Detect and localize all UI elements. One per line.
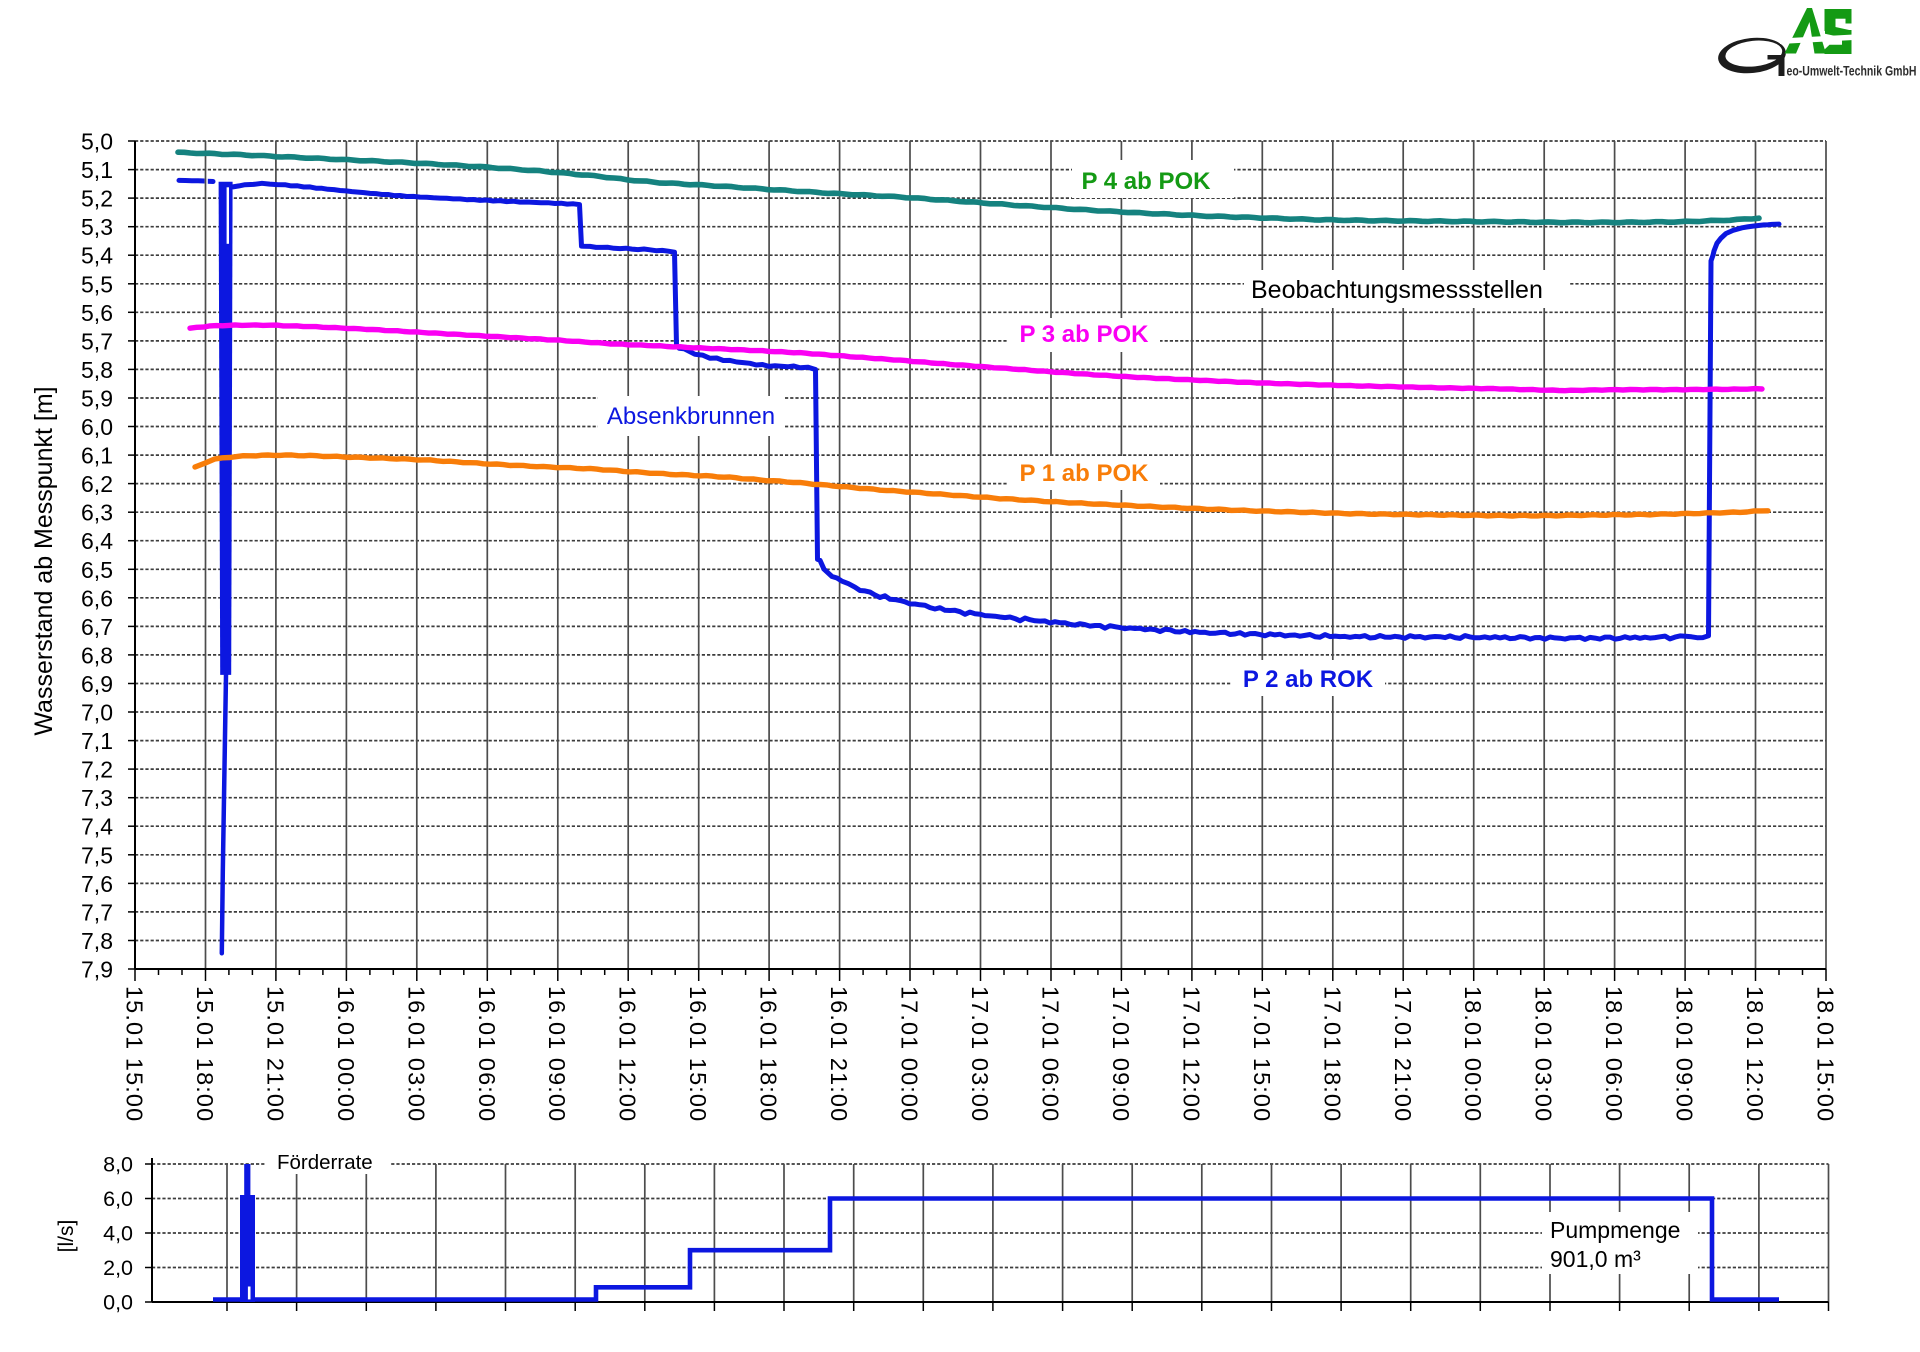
svg-text:17.01 06:00: 17.01 06:00 bbox=[1038, 986, 1064, 1122]
svg-text:15.01 18:00: 15.01 18:00 bbox=[192, 986, 218, 1122]
svg-text:18.01 00:00: 18.01 00:00 bbox=[1460, 986, 1486, 1122]
svg-text:18.01 03:00: 18.01 03:00 bbox=[1531, 986, 1557, 1122]
svg-text:6,3: 6,3 bbox=[81, 500, 113, 526]
svg-text:2,0: 2,0 bbox=[103, 1256, 133, 1280]
svg-text:P 1 ab POK: P 1 ab POK bbox=[1020, 460, 1150, 487]
svg-text:[l/s]: [l/s] bbox=[55, 1220, 78, 1253]
svg-text:17.01 18:00: 17.01 18:00 bbox=[1319, 986, 1345, 1122]
svg-text:7,8: 7,8 bbox=[81, 928, 113, 954]
svg-text:17.01 03:00: 17.01 03:00 bbox=[967, 986, 993, 1122]
svg-text:16.01 03:00: 16.01 03:00 bbox=[403, 986, 429, 1122]
svg-text:5,6: 5,6 bbox=[81, 300, 113, 326]
svg-text:16.01 21:00: 16.01 21:00 bbox=[826, 986, 852, 1122]
svg-text:7,7: 7,7 bbox=[81, 899, 113, 925]
svg-text:18.01 12:00: 18.01 12:00 bbox=[1742, 986, 1768, 1122]
svg-text:7,2: 7,2 bbox=[81, 757, 113, 783]
svg-text:15.01 21:00: 15.01 21:00 bbox=[262, 986, 288, 1122]
svg-text:7,1: 7,1 bbox=[81, 728, 113, 754]
svg-text:6,0: 6,0 bbox=[81, 414, 113, 440]
svg-text:6,5: 6,5 bbox=[81, 557, 113, 583]
svg-text:7,6: 7,6 bbox=[81, 871, 113, 897]
svg-text:5,9: 5,9 bbox=[81, 386, 113, 412]
svg-text:7,9: 7,9 bbox=[81, 957, 113, 983]
svg-text:901,0 m³: 901,0 m³ bbox=[1550, 1246, 1641, 1272]
svg-text:eo-Umwelt-Technik GmbH: eo-Umwelt-Technik GmbH bbox=[1787, 63, 1917, 79]
svg-text:6,7: 6,7 bbox=[81, 614, 113, 640]
svg-text:6,2: 6,2 bbox=[81, 471, 113, 497]
svg-text:16.01 18:00: 16.01 18:00 bbox=[756, 986, 782, 1122]
svg-text:5,3: 5,3 bbox=[81, 214, 113, 240]
svg-text:17.01 00:00: 17.01 00:00 bbox=[897, 986, 923, 1122]
svg-text:Absenkbrunnen: Absenkbrunnen bbox=[607, 403, 775, 430]
svg-text:7,5: 7,5 bbox=[81, 842, 113, 868]
svg-text:0,0: 0,0 bbox=[103, 1291, 133, 1315]
svg-text:17.01 15:00: 17.01 15:00 bbox=[1249, 986, 1275, 1122]
svg-text:P 3 ab POK: P 3 ab POK bbox=[1020, 321, 1150, 348]
svg-text:6,1: 6,1 bbox=[81, 443, 113, 469]
svg-text:5,7: 5,7 bbox=[81, 328, 113, 354]
svg-text:Pumpmenge: Pumpmenge bbox=[1550, 1217, 1680, 1243]
svg-text:5,5: 5,5 bbox=[81, 271, 113, 297]
svg-text:Wasserstand ab Messpunkt [m]: Wasserstand ab Messpunkt [m] bbox=[30, 386, 58, 735]
svg-text:6,4: 6,4 bbox=[81, 528, 113, 554]
svg-text:5,2: 5,2 bbox=[81, 186, 113, 212]
svg-text:16.01 12:00: 16.01 12:00 bbox=[615, 986, 641, 1122]
svg-text:16.01 09:00: 16.01 09:00 bbox=[544, 986, 570, 1122]
svg-text:Beobachtungsmessstellen: Beobachtungsmessstellen bbox=[1251, 276, 1543, 304]
svg-text:P 4 ab POK: P 4 ab POK bbox=[1082, 168, 1212, 195]
svg-text:8,0: 8,0 bbox=[103, 1153, 133, 1177]
svg-text:18.01 06:00: 18.01 06:00 bbox=[1601, 986, 1627, 1122]
svg-text:4,0: 4,0 bbox=[103, 1222, 133, 1246]
svg-text:6,8: 6,8 bbox=[81, 642, 113, 668]
svg-text:16.01 06:00: 16.01 06:00 bbox=[474, 986, 500, 1122]
svg-text:7,3: 7,3 bbox=[81, 785, 113, 811]
svg-text:5,4: 5,4 bbox=[81, 243, 113, 269]
svg-text:17.01 09:00: 17.01 09:00 bbox=[1108, 986, 1134, 1122]
svg-text:7,4: 7,4 bbox=[81, 814, 113, 840]
svg-text:6,9: 6,9 bbox=[81, 671, 113, 697]
svg-text:5,0: 5,0 bbox=[81, 129, 113, 155]
svg-text:17.01 12:00: 17.01 12:00 bbox=[1178, 986, 1204, 1122]
svg-text:16.01 15:00: 16.01 15:00 bbox=[685, 986, 711, 1122]
svg-text:5,1: 5,1 bbox=[81, 157, 113, 183]
svg-text:16.01 00:00: 16.01 00:00 bbox=[333, 986, 359, 1122]
svg-text:17.01 21:00: 17.01 21:00 bbox=[1390, 986, 1416, 1122]
svg-text:P 2 ab ROK: P 2 ab ROK bbox=[1243, 666, 1374, 693]
svg-text:6,0: 6,0 bbox=[103, 1187, 133, 1211]
svg-text:18.01 09:00: 18.01 09:00 bbox=[1672, 986, 1698, 1122]
svg-text:7,0: 7,0 bbox=[81, 700, 113, 726]
svg-text:6,6: 6,6 bbox=[81, 585, 113, 611]
svg-text:18.01 15:00: 18.01 15:00 bbox=[1813, 986, 1839, 1122]
svg-text:15.01 15:00: 15.01 15:00 bbox=[122, 986, 148, 1122]
svg-text:5,8: 5,8 bbox=[81, 357, 113, 383]
svg-text:Förderrate: Förderrate bbox=[277, 1151, 373, 1174]
